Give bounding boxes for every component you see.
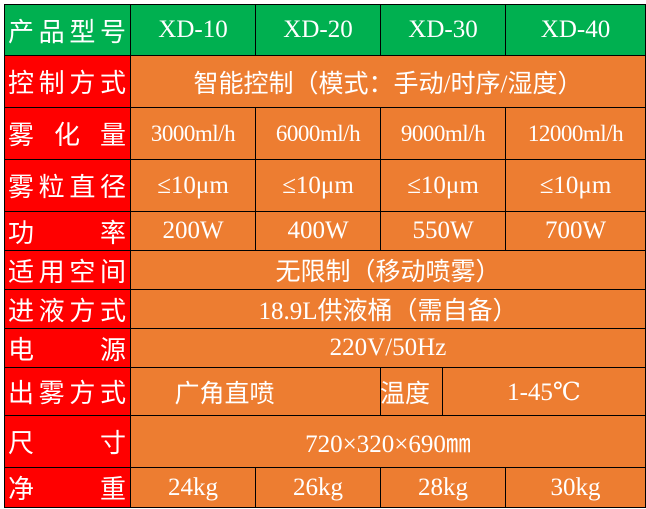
row-label: 净重 [4,467,131,508]
model-cell: XD-40 [505,4,646,56]
power-row: 功率 200W 400W 550W 700W [4,211,646,251]
row-label: 雾粒直径 [4,159,131,212]
value-cell: 12000ml/h [505,107,646,160]
row-label: 功率 [4,211,131,251]
particle-row: 雾粒直径 ≤10μm ≤10μm ≤10μm ≤10μm [4,159,646,212]
size-row: 尺寸 720×320×690㎜ [4,415,646,468]
value-cell: 无限制（移动喷雾） [130,250,646,290]
row-label: 适用空间 [4,250,131,290]
value-cell: 400W [255,211,381,251]
model-cell: XD-30 [380,4,506,56]
value-cell: 26kg [255,467,381,508]
row-label: 雾化量 [4,107,131,160]
value-cell: ≤10μm [380,159,506,212]
row-label: 电源 [4,328,131,368]
value-cell: 550W [380,211,506,251]
feed-row: 进液方式 18.9L供液桶（需自备） [4,289,646,329]
value-cell: ≤10μm [130,159,256,212]
value-cell: 智能控制（模式：手动/时序/湿度） [130,55,646,108]
value-cell: 30kg [505,467,646,508]
weight-row: 净重 24kg 26kg 28kg 30kg [4,467,646,508]
row-label: 尺寸 [4,415,131,468]
temp-cell: 环境温度 1-45℃ [380,367,646,416]
space-row: 适用空间 无限制（移动喷雾） [4,250,646,290]
row-label: 控制方式 [4,55,131,108]
model-cell: XD-20 [255,4,381,56]
value-cell: 200W [130,211,256,251]
value-cell: ≤10μm [255,159,381,212]
spec-table: 产品型号 XD-10 XD-20 XD-30 XD-40 控制方式 智能控制（模… [4,4,646,508]
row-label: 产品型号 [4,4,131,56]
header-row: 产品型号 XD-10 XD-20 XD-30 XD-40 [4,4,646,56]
value-cell: 9000ml/h [380,107,506,160]
output-row: 雾化量 3000ml/h 6000ml/h 9000ml/h 12000ml/h [4,107,646,160]
supply-row: 电源 220V/50Hz [4,328,646,368]
value-cell: 28kg [380,467,506,508]
control-row: 控制方式 智能控制（模式：手动/时序/湿度） [4,55,646,108]
row-label: 出雾方式 [4,367,131,416]
temp-label: 环境温度 [382,368,443,415]
value-cell: 3000ml/h [130,107,256,160]
value-cell: 广角直喷 [130,367,381,416]
value-cell: 24kg [130,467,256,508]
value-cell: 6000ml/h [255,107,381,160]
value-cell: 700W [505,211,646,251]
value-cell: 220V/50Hz [130,328,646,368]
row-label: 进液方式 [4,289,131,329]
value-cell: ≤10μm [505,159,646,212]
value-cell: 18.9L供液桶（需自备） [130,289,646,329]
value-cell: 720×320×690㎜ [130,415,646,468]
temp-value: 1-45℃ [507,378,581,406]
model-cell: XD-10 [130,4,256,56]
spray-row: 出雾方式 广角直喷 环境温度 1-45℃ [4,367,646,416]
